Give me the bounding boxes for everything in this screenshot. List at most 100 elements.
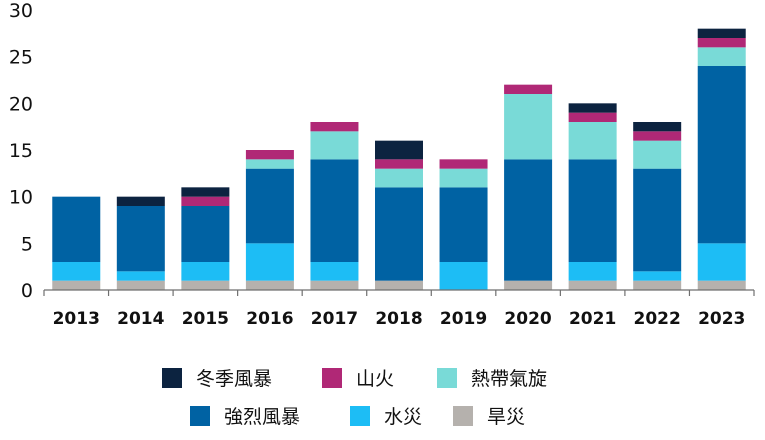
legend-swatch [437, 367, 457, 388]
bar-segment [181, 187, 230, 197]
y-tick-label: 25 [9, 47, 33, 69]
bar-stack-2016 [245, 150, 294, 290]
bar-segment [633, 122, 682, 132]
bar-segment [697, 38, 746, 48]
bar-segment [633, 168, 682, 272]
bar-segment [116, 196, 165, 206]
y-tick-label: 20 [9, 93, 33, 115]
bar-segment [568, 280, 617, 290]
bar-segment [697, 280, 746, 290]
bar-segment [633, 280, 682, 290]
bar-segment [116, 271, 165, 281]
bar-segment [375, 140, 423, 160]
bar-segment [245, 150, 294, 160]
bar-segment [310, 131, 359, 160]
bar-segment [375, 187, 423, 281]
x-tick-label: 2015 [182, 309, 229, 329]
x-tick-label: 2019 [440, 309, 487, 329]
bar-stack-2021 [568, 103, 617, 290]
bar-segment [697, 28, 746, 38]
bar-segment [504, 84, 553, 94]
bar-stack-2014 [116, 196, 165, 290]
bar-stacks [52, 28, 746, 290]
bar-segment [310, 280, 359, 290]
bar-segment [568, 112, 617, 122]
legend-label: 山火 [356, 368, 395, 390]
legend-swatch [350, 405, 370, 426]
x-tick-label: 2022 [634, 309, 681, 329]
x-tick-label: 2016 [246, 309, 293, 329]
bar-stack-2022 [633, 122, 682, 290]
bar-stack-2013 [52, 196, 101, 290]
y-tick-label: 10 [9, 187, 33, 209]
bar-segment [181, 206, 230, 262]
legend-label: 水災 [384, 406, 423, 428]
bar-segment [568, 103, 617, 113]
bar-segment [310, 122, 359, 132]
legend-label: 冬季風暴 [196, 368, 273, 390]
x-tick-label: 2013 [53, 309, 100, 329]
bar-stack-2023 [697, 28, 746, 290]
bar-segment [439, 187, 488, 262]
legend-item: 強烈風暴 [190, 402, 300, 429]
legend-swatch [190, 405, 210, 426]
x-tick-label: 2023 [698, 309, 745, 329]
legend-swatch [322, 367, 342, 388]
bar-stack-2019 [439, 159, 488, 290]
bar-segment [697, 243, 746, 281]
bar-stack-2015 [181, 187, 230, 290]
legend-item: 旱災 [453, 402, 525, 429]
bar-segment [568, 122, 617, 160]
x-axis-tick-marks [43, 290, 755, 296]
y-tick-label: 30 [9, 0, 33, 22]
legend-label: 熱帶氣旋 [471, 368, 548, 390]
bar-stack-2020 [504, 84, 553, 290]
x-tick-label: 2014 [117, 309, 164, 329]
y-tick-label: 0 [21, 280, 33, 302]
bar-segment [568, 159, 617, 262]
bar-segment [375, 159, 423, 169]
bar-segment [697, 47, 746, 66]
bar-segment [116, 206, 165, 272]
bar-stack-2017 [310, 122, 359, 290]
bar-segment [504, 280, 553, 290]
x-tick-label: 2017 [311, 309, 358, 329]
bar-segment [504, 159, 553, 281]
bar-segment [116, 280, 165, 290]
bar-segment [439, 159, 488, 169]
x-tick-label: 2018 [375, 309, 422, 329]
legend-item: 熱帶氣旋 [437, 364, 547, 391]
bar-segment [181, 280, 230, 290]
y-axis-tick-labels: 0 5 10 15 20 25 30 [9, 0, 33, 302]
x-axis-tick-labels: 2013 2014 2015 2016 2017 2018 2019 2020 2021 2022… [53, 309, 746, 329]
legend-item: 冬季風暴 [162, 364, 272, 391]
bar-segment [568, 262, 617, 281]
legend-label: 強烈風暴 [224, 406, 301, 428]
bar-segment [310, 262, 359, 281]
legend-item: 山火 [322, 364, 394, 391]
bar-segment [439, 262, 488, 290]
bar-segment [310, 159, 359, 262]
bar-segment [504, 94, 553, 160]
x-tick-label: 2020 [504, 309, 551, 329]
y-tick-label: 15 [9, 140, 33, 162]
bar-segment [245, 159, 294, 169]
bar-segment [181, 262, 230, 281]
legend-item: 水災 [350, 402, 422, 429]
y-tick-label: 5 [21, 233, 33, 255]
bar-segment [697, 66, 746, 244]
legend-swatch [453, 405, 473, 426]
bar-segment [245, 168, 294, 244]
bar-stack-2018 [375, 140, 423, 290]
bar-segment [439, 168, 488, 188]
x-tick-label: 2021 [569, 309, 616, 329]
bar-segment [245, 280, 294, 290]
bar-segment [181, 196, 230, 206]
bar-segment [375, 280, 423, 290]
bar-segment [52, 196, 101, 262]
bar-segment [633, 140, 682, 169]
bar-segment [633, 271, 682, 281]
